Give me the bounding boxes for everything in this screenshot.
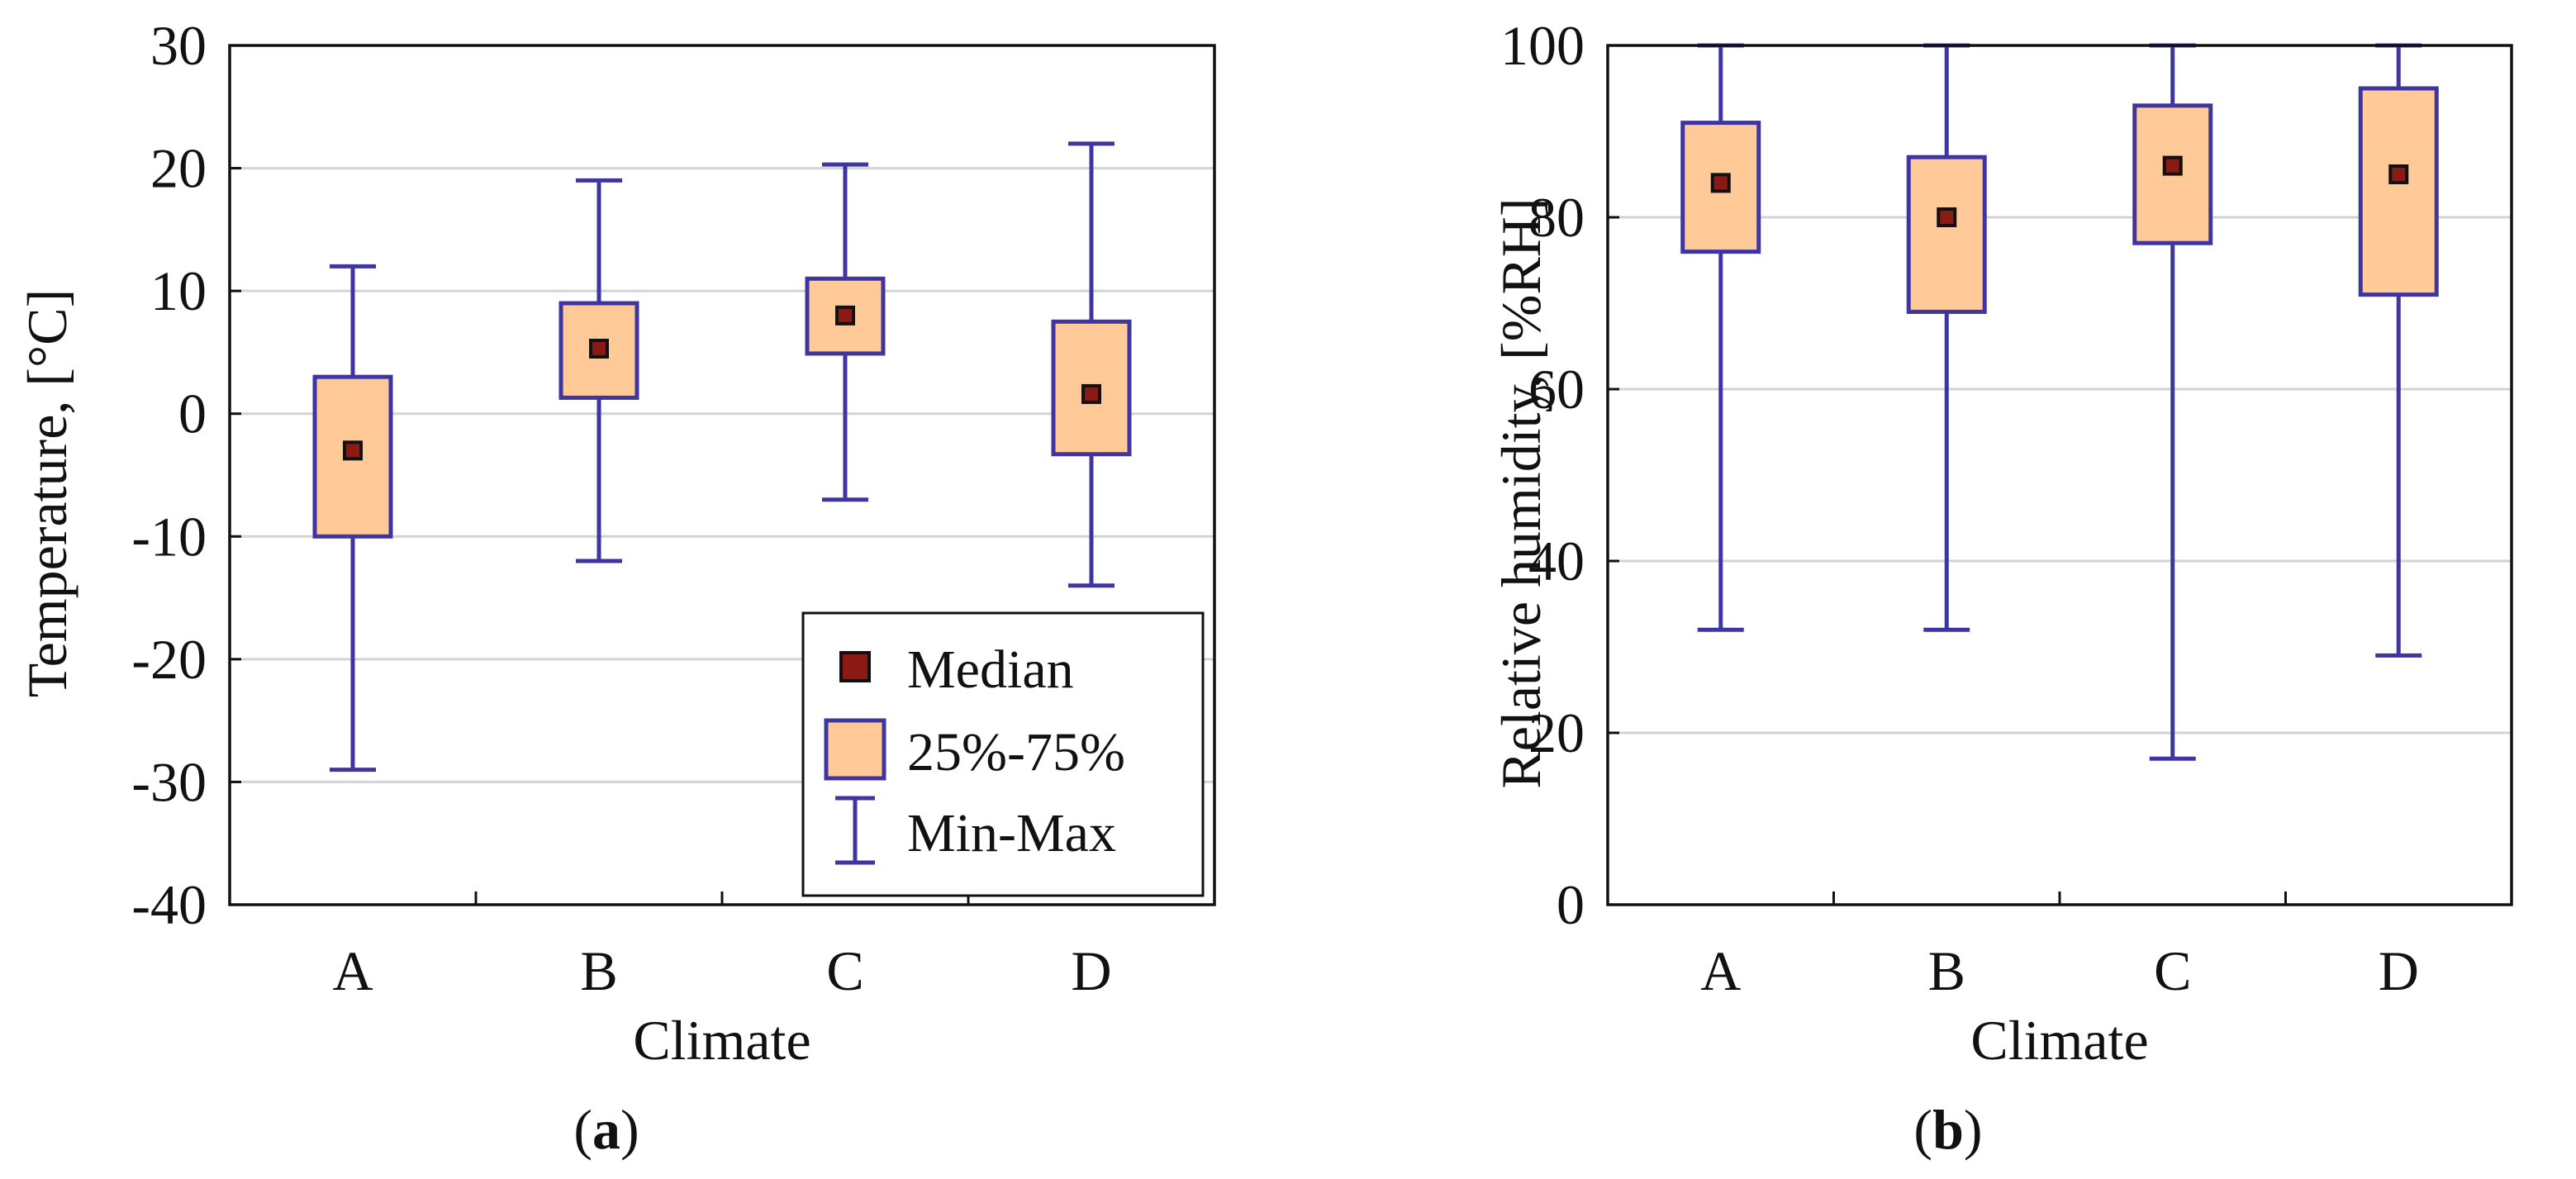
box-A <box>312 264 393 773</box>
legend-iqr-swatch <box>824 718 886 781</box>
median-marker <box>835 305 855 326</box>
iqr-box <box>1906 155 1987 314</box>
legend-minmax-label: Min-Max <box>907 803 1116 863</box>
y-axis-title: Relative humidity, [%RH] <box>1490 197 1552 788</box>
panel-label-b: (b) <box>1913 1098 1982 1161</box>
x-tick-label: C <box>2154 939 2191 1002</box>
y-tick-label: 100 <box>1500 14 1585 77</box>
x-tick-label: C <box>826 939 863 1002</box>
legend: Median 25%-75% Min-Max <box>801 611 1205 897</box>
legend-iqr-label: 25%-75% <box>907 722 1125 782</box>
chart-humidity: 0 20 40 60 80 100 A B C D Climate Relative humidi… <box>1490 14 2513 1161</box>
y-tick-label: 0 <box>178 383 207 445</box>
y-tick-label: 40 <box>1528 530 1585 592</box>
x-axis-title: Climate <box>633 1009 810 1072</box>
panel-label-b-close: ) <box>1964 1098 1983 1161</box>
chart-temperature: -40 -30 -20 -10 0 10 20 30 A B C D Climate Temperat… <box>16 14 1216 1161</box>
median-marker <box>1081 383 1101 404</box>
y-tick-label: 10 <box>150 259 207 322</box>
y-tick-label: -10 <box>131 505 207 568</box>
box-B <box>558 178 639 563</box>
box-C <box>805 162 886 502</box>
legend-median-swatch <box>839 651 871 682</box>
x-tick-label: D <box>1071 939 1111 1002</box>
y-tick-label: -20 <box>131 628 207 691</box>
y-tick-label: -30 <box>131 750 207 813</box>
box-D <box>1051 141 1132 588</box>
box-D <box>2358 43 2439 658</box>
x-tick-label: D <box>2379 939 2419 1002</box>
x-tick-label: B <box>1928 939 1965 1002</box>
y-tick-label: 20 <box>1528 701 1585 764</box>
y-tick-label: 20 <box>150 137 207 200</box>
iqr-box <box>2358 86 2439 297</box>
legend-median-label: Median <box>907 639 1074 700</box>
legend-minmax-swatch <box>835 796 875 865</box>
x-tick-label: A <box>332 939 373 1002</box>
y-tick-label: -40 <box>131 873 207 936</box>
median-marker <box>589 338 609 359</box>
box-C <box>2132 43 2213 761</box>
y-tick-label: 0 <box>1557 873 1585 936</box>
median-marker <box>2388 164 2409 184</box>
iqr-box <box>1051 319 1132 457</box>
box-A <box>1680 43 1761 632</box>
panel-label-a-close: ) <box>620 1098 639 1161</box>
median-marker <box>1710 173 1731 193</box>
iqr-box <box>312 374 393 539</box>
panel-label-b-letter: b <box>1932 1098 1964 1161</box>
y-tick-label: 60 <box>1528 358 1585 421</box>
x-tick-label: B <box>580 939 617 1002</box>
axis-ticks: -40 -30 -20 -10 0 10 20 30 A B C D <box>131 14 1111 1002</box>
median-marker <box>2162 155 2183 176</box>
x-axis-title: Climate <box>1970 1009 2148 1072</box>
median-marker <box>1937 207 1957 227</box>
y-tick-label: 80 <box>1528 186 1585 249</box>
panel-label-a-open: ( <box>573 1098 592 1161</box>
x-tick-label: A <box>1700 939 1741 1002</box>
y-axis-title: Temperature, [°C] <box>16 289 78 697</box>
y-tick-label: 30 <box>150 14 207 77</box>
axis-ticks: 0 20 40 60 80 100 A B C D <box>1500 14 2419 1002</box>
box-B <box>1906 43 1987 632</box>
box-series <box>312 141 1132 773</box>
box-series <box>1680 43 2439 761</box>
panel-label-a-letter: a <box>592 1098 620 1161</box>
panel-label-a: (a) <box>573 1098 639 1161</box>
median-marker <box>343 440 363 461</box>
panel-label-b-open: ( <box>1913 1098 1932 1161</box>
